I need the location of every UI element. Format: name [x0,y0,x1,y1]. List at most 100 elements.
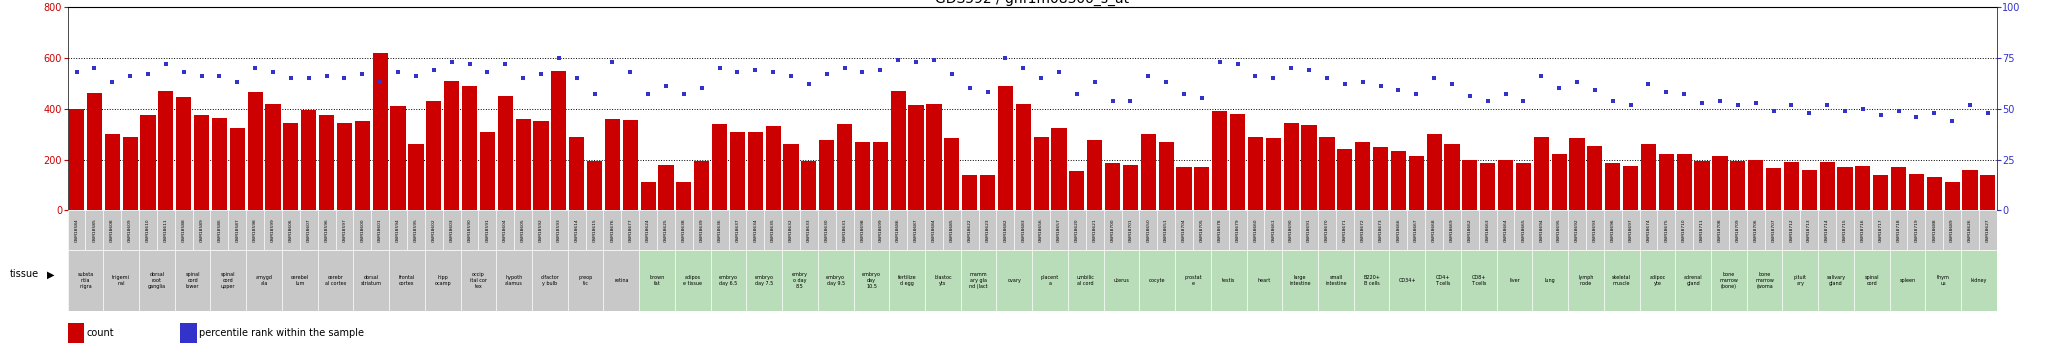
Bar [1569,250,1604,310]
Bar [1032,250,1067,310]
Bar [1874,175,1888,210]
Text: GSM18678: GSM18678 [1219,218,1223,242]
Point [1149,79,1182,85]
Point [1274,65,1307,71]
Text: GSM18671: GSM18671 [1343,218,1348,242]
Bar [158,210,174,250]
Bar [1909,174,1923,210]
Text: percentile rank within the sample: percentile rank within the sample [199,328,365,338]
Text: brown
fat: brown fat [649,275,666,286]
Text: frontal
cortex: frontal cortex [399,275,416,286]
Bar [68,210,86,250]
Text: hypoth
alamus: hypoth alamus [506,275,522,286]
Text: GSM18670: GSM18670 [1325,218,1329,242]
Bar [1444,144,1460,210]
Bar [1855,166,1870,210]
Bar [745,210,764,250]
Bar [1962,210,1978,250]
Text: GSM18595: GSM18595 [414,218,418,242]
Text: placent
a: placent a [1040,275,1059,286]
Bar [1731,161,1745,210]
Text: olfactor
y bulb: olfactor y bulb [541,275,559,286]
Bar [1944,183,1960,210]
Point [1401,92,1434,97]
Bar [551,70,567,210]
Bar [1085,210,1104,250]
Bar [1677,155,1692,210]
Point [702,65,735,71]
Point [1436,81,1468,87]
Bar [1176,250,1210,310]
Point [952,86,985,91]
Bar [567,210,586,250]
Bar [193,210,211,250]
Bar [1890,210,1907,250]
Bar [461,210,479,250]
Bar [174,210,193,250]
Bar [1837,167,1853,210]
Bar [532,121,549,210]
Bar [1675,250,1710,310]
Point [203,73,236,79]
Text: pituit
ary: pituit ary [1794,275,1806,286]
Bar [1462,159,1477,210]
Bar [1640,144,1657,210]
Bar [621,210,639,250]
Bar [424,250,461,310]
Text: GSM18622: GSM18622 [967,218,971,242]
Text: lymph
node: lymph node [1579,275,1593,286]
Text: GSM18661: GSM18661 [1272,218,1276,242]
Bar [1229,210,1247,250]
Bar [1194,167,1210,210]
Bar [1569,210,1585,250]
Point [1704,98,1737,103]
Text: GSM18719: GSM18719 [1915,218,1919,242]
Bar [1534,137,1548,210]
Point [668,92,700,97]
Text: GSM18623: GSM18623 [985,218,989,242]
Bar [1122,210,1139,250]
Bar [1853,250,1890,310]
Point [328,76,360,81]
Bar [1104,210,1122,250]
Bar [1481,164,1495,210]
Bar [854,142,870,210]
Point [649,83,682,89]
Bar [139,250,174,310]
Bar [1606,164,1620,210]
Point [1901,114,1933,120]
Bar [711,210,729,250]
Bar [1247,137,1264,210]
Bar [442,210,461,250]
Bar [102,210,121,250]
Bar [1657,210,1675,250]
Bar [1425,250,1460,310]
Text: GSM18716: GSM18716 [1862,218,1866,242]
Point [721,69,754,75]
Bar [1427,134,1442,210]
Point [1346,79,1378,85]
Bar [838,124,852,210]
Bar [463,86,477,210]
Text: GSM18705: GSM18705 [1200,218,1204,242]
Bar [657,165,674,210]
Text: thym
us: thym us [1937,275,1950,286]
Bar [299,210,317,250]
Point [471,69,504,75]
Text: heart: heart [1257,278,1272,283]
Text: embryo
day 9.5: embryo day 9.5 [825,275,846,286]
Bar [354,250,389,310]
Bar [1282,210,1300,250]
Bar [1139,210,1157,250]
Point [1757,108,1790,114]
Text: GSM18684: GSM18684 [932,218,936,242]
Bar [139,210,158,250]
Bar [745,250,782,310]
Point [274,76,307,81]
Text: GSM18593: GSM18593 [557,218,561,242]
Text: GSM18626: GSM18626 [1968,218,1972,242]
Bar [1747,210,1765,250]
Bar [588,161,602,210]
Text: GSM18708: GSM18708 [1718,218,1722,242]
Text: adipoc
yte: adipoc yte [1649,275,1665,286]
